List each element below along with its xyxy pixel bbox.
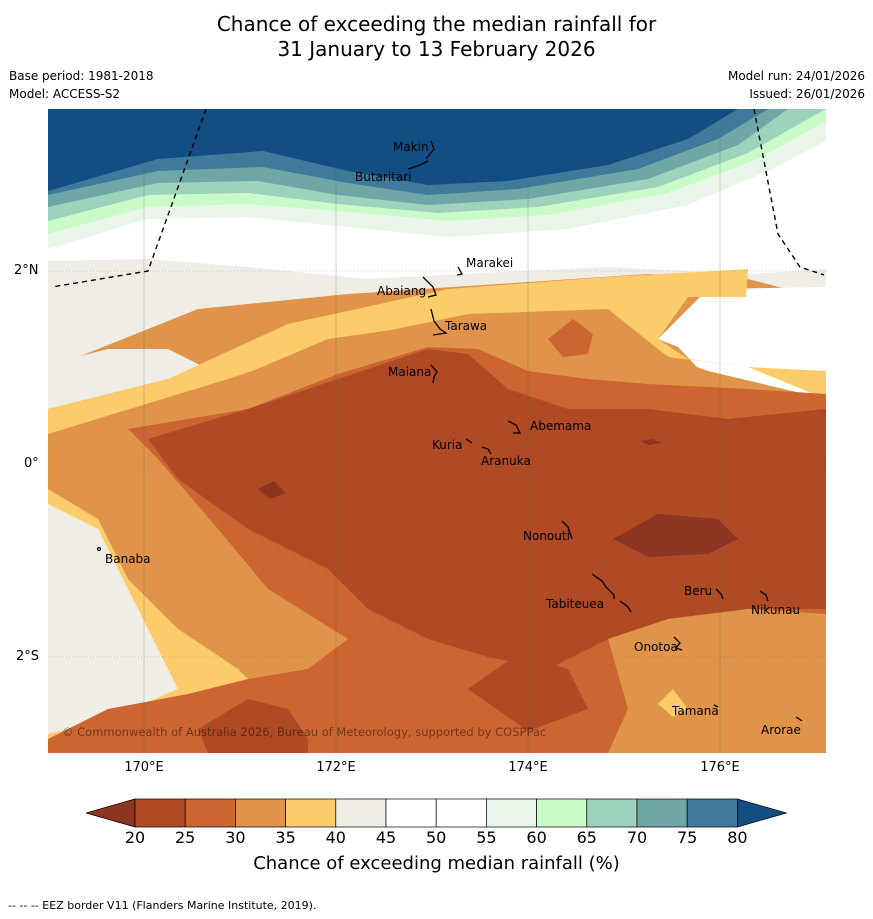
colorbar-tick-label: 70 <box>626 828 648 847</box>
colorbar-cell <box>435 798 487 828</box>
colorbar-cell <box>536 798 588 828</box>
lat-label-2s: 2°S <box>16 649 40 664</box>
colorbar-tick-label: 75 <box>677 828 698 847</box>
base-period: Base period: 1981-2018 <box>9 69 154 83</box>
patch-35-40-tamana <box>658 689 688 717</box>
colorbar-title: Chance of exceeding median rainfall (%) <box>253 853 620 874</box>
colorbar-tick-label: 55 <box>476 828 497 847</box>
patch-lt20-east <box>613 514 738 557</box>
colorbar-tick-label: 30 <box>225 828 246 847</box>
colorbar-tick-label: 20 <box>124 828 146 847</box>
patch-25-30-north <box>548 319 593 357</box>
colorbar-cell <box>486 798 537 828</box>
meta-left: Base period: 1981-2018 Model: ACCESS-S2 <box>9 67 154 103</box>
colorbar-tick-label: 40 <box>325 828 346 847</box>
band-grey-west <box>48 349 208 409</box>
lat-label-2n: 2°N <box>14 263 39 278</box>
label-arorae: Arorae <box>761 723 801 737</box>
label-beru: Beru <box>684 584 712 598</box>
label-tamana: Tamana <box>671 704 719 718</box>
band-40-45-lower <box>48 504 178 734</box>
colorbar-cell <box>184 798 236 828</box>
lon-label-170e: 170°E <box>124 760 164 775</box>
place-labels: Makin Butaritari Marakei Abaiang Tarawa … <box>105 140 801 737</box>
colorbar-cell <box>335 798 387 828</box>
label-nikunau: Nikunau <box>751 603 800 617</box>
band-30-35-southeast <box>608 609 826 753</box>
lon-label-176e: 176°E <box>700 760 740 775</box>
label-butaritari: Butaritari <box>355 170 412 184</box>
band-20-25 <box>148 349 826 669</box>
label-marakei: Marakei <box>466 256 513 270</box>
colorbar-cell <box>235 798 286 828</box>
colorbar-cell <box>636 798 688 828</box>
model-run: Model run: 24/01/2026 <box>727 69 865 83</box>
label-abaiang: Abaiang <box>377 284 426 298</box>
band-35-40 <box>48 269 826 434</box>
colorbar-cells <box>86 798 788 828</box>
patch-20-25-sw <box>198 699 308 753</box>
label-abemama: Abemama <box>530 419 591 433</box>
band-80-plus <box>48 109 738 191</box>
colorbar <box>86 798 788 828</box>
title-line-2: 31 January to 13 February 2026 <box>277 37 596 61</box>
lon-label-174e: 174°E <box>508 760 548 775</box>
title-line-1: Chance of exceeding the median rainfall … <box>216 12 657 36</box>
label-onotoa: Onotoa <box>634 640 678 654</box>
colorbar-cell <box>285 798 337 828</box>
copyright-notice: © Commonwealth of Australia 2026, Bureau… <box>62 725 546 739</box>
label-makin: Makin <box>393 140 429 154</box>
patch-white-east <box>658 287 826 421</box>
label-maiana: Maiana <box>388 365 431 379</box>
meta-right: Model run: 24/01/2026 Issued: 26/01/2026 <box>728 67 865 103</box>
label-tabiteuea: Tabiteuea <box>545 597 604 611</box>
label-nonouti: Nonouti <box>523 529 570 543</box>
issued-date: Issued: 26/01/2026 <box>749 87 865 101</box>
colorbar-tick-label: 50 <box>426 828 447 847</box>
label-tarawa: Tarawa <box>444 319 487 333</box>
rainfall-map: Makin Butaritari Marakei Abaiang Tarawa … <box>48 109 826 753</box>
colorbar-tick-label: 35 <box>275 828 296 847</box>
colorbar-tick-label: 65 <box>576 828 597 847</box>
model-name: Model: ACCESS-S2 <box>9 87 121 101</box>
colorbar-cell <box>686 798 738 828</box>
label-aranuka: Aranuka <box>481 454 531 468</box>
lat-label-0: 0° <box>24 456 39 471</box>
colorbar-cell <box>134 798 186 828</box>
colorbar-cell <box>385 798 437 828</box>
colorbar-arrow-low <box>86 798 136 828</box>
chart-title: Chance of exceeding the median rainfall … <box>0 12 873 62</box>
colorbar-tick-label: 25 <box>175 828 196 847</box>
colorbar-tick-label: 60 <box>526 828 547 847</box>
label-kuria: Kuria <box>432 438 463 452</box>
islands <box>96 140 803 722</box>
patch-lt20-west <box>258 481 286 499</box>
colorbar-arrow-high <box>737 798 788 828</box>
eez-border <box>51 109 825 288</box>
lon-label-172e: 172°E <box>316 760 356 775</box>
patch-lt20-small <box>640 439 662 445</box>
eez-footnote: -- -- -- EEZ border V11 (Flanders Marine… <box>8 899 317 912</box>
colorbar-tick-label: 80 <box>727 828 748 847</box>
graticule <box>48 109 826 753</box>
colorbar-cell <box>586 798 638 828</box>
label-banaba: Banaba <box>105 552 151 566</box>
colorbar-tick-label: 45 <box>375 828 397 847</box>
